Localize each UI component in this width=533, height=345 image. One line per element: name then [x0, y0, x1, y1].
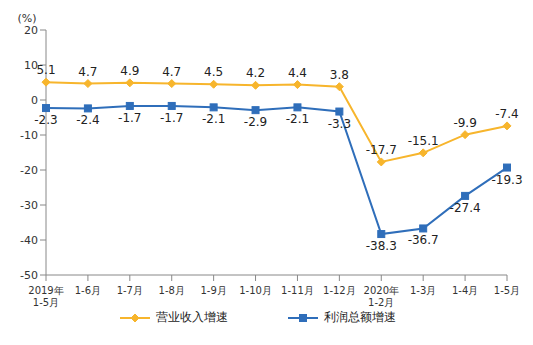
- svg-text:-2.4: -2.4: [76, 113, 99, 127]
- svg-text:4.7: 4.7: [162, 65, 181, 79]
- svg-text:1-3月: 1-3月: [410, 285, 436, 296]
- svg-text:-19.3: -19.3: [491, 173, 522, 187]
- svg-text:1-11月: 1-11月: [281, 285, 314, 296]
- svg-text:20: 20: [24, 24, 38, 37]
- svg-text:2019年1-5月: 2019年1-5月: [28, 285, 63, 308]
- svg-text:-27.4: -27.4: [450, 201, 481, 215]
- svg-text:3.8: 3.8: [330, 68, 349, 82]
- svg-text:-40: -40: [20, 234, 38, 247]
- svg-text:-7.4: -7.4: [495, 107, 518, 121]
- svg-text:-3.3: -3.3: [328, 117, 351, 131]
- svg-text:1-4月: 1-4月: [452, 285, 478, 296]
- svg-text:(%): (%): [17, 12, 36, 25]
- svg-text:1-6月: 1-6月: [75, 285, 101, 296]
- svg-text:-17.7: -17.7: [366, 143, 397, 157]
- svg-text:-36.7: -36.7: [408, 233, 439, 247]
- svg-text:-1.7: -1.7: [118, 111, 141, 125]
- svg-text:-30: -30: [20, 199, 38, 212]
- svg-text:-38.3: -38.3: [366, 239, 397, 253]
- svg-text:0: 0: [31, 94, 38, 107]
- svg-text:4.4: 4.4: [288, 66, 307, 80]
- svg-text:1-5月: 1-5月: [494, 285, 520, 296]
- svg-text:1-12月: 1-12月: [323, 285, 356, 296]
- svg-text:-2.9: -2.9: [244, 115, 267, 129]
- svg-text:4.9: 4.9: [120, 64, 139, 78]
- svg-text:4.7: 4.7: [78, 65, 97, 79]
- svg-text:-20: -20: [20, 164, 38, 177]
- svg-text:-15.1: -15.1: [408, 134, 439, 148]
- svg-text:-50: -50: [20, 269, 38, 282]
- svg-text:1-8月: 1-8月: [159, 285, 185, 296]
- svg-text:1-10月: 1-10月: [239, 285, 272, 296]
- svg-text:4.2: 4.2: [246, 66, 265, 80]
- svg-text:5.1: 5.1: [36, 63, 55, 77]
- svg-text:-2.3: -2.3: [34, 113, 57, 127]
- svg-text:-2.1: -2.1: [286, 112, 309, 126]
- svg-text:10: 10: [24, 58, 38, 72]
- svg-text:-9.9: -9.9: [453, 116, 476, 130]
- svg-text:2020年1-2月: 2020年1-2月: [364, 285, 399, 308]
- svg-text:1-9月: 1-9月: [200, 285, 226, 296]
- svg-text:-1.7: -1.7: [160, 111, 183, 125]
- html-text:利润总额增速: 利润总额增速: [323, 310, 396, 324]
- svg-text:1-7月: 1-7月: [117, 285, 143, 296]
- svg-text:-10: -10: [20, 129, 38, 142]
- html-text:营业收入增速: 营业收入增速: [155, 310, 228, 324]
- svg-text:-2.1: -2.1: [202, 112, 225, 126]
- svg-text:4.5: 4.5: [204, 65, 223, 79]
